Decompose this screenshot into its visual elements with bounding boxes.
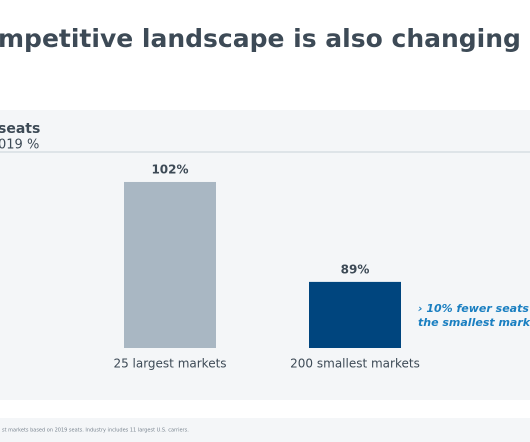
unit-note: 019 %	[0, 138, 39, 153]
value-label: 102%	[151, 162, 188, 176]
bar	[124, 181, 216, 348]
annotation: › 10% fewer seats in	[418, 302, 530, 315]
x-tick-label: 200 smallest markets	[290, 357, 420, 371]
subtitle: seats	[0, 121, 40, 137]
footnote: st markets based on 2019 seats. Industry…	[2, 428, 189, 434]
value-label: 89%	[341, 262, 370, 276]
panel	[0, 110, 530, 400]
chart-title: mpetitive landscape is also changing	[0, 24, 521, 53]
footer-band	[0, 418, 530, 442]
annotation: the smallest markets	[418, 316, 530, 329]
x-tick-label: 25 largest markets	[113, 357, 226, 371]
bar	[309, 281, 401, 348]
